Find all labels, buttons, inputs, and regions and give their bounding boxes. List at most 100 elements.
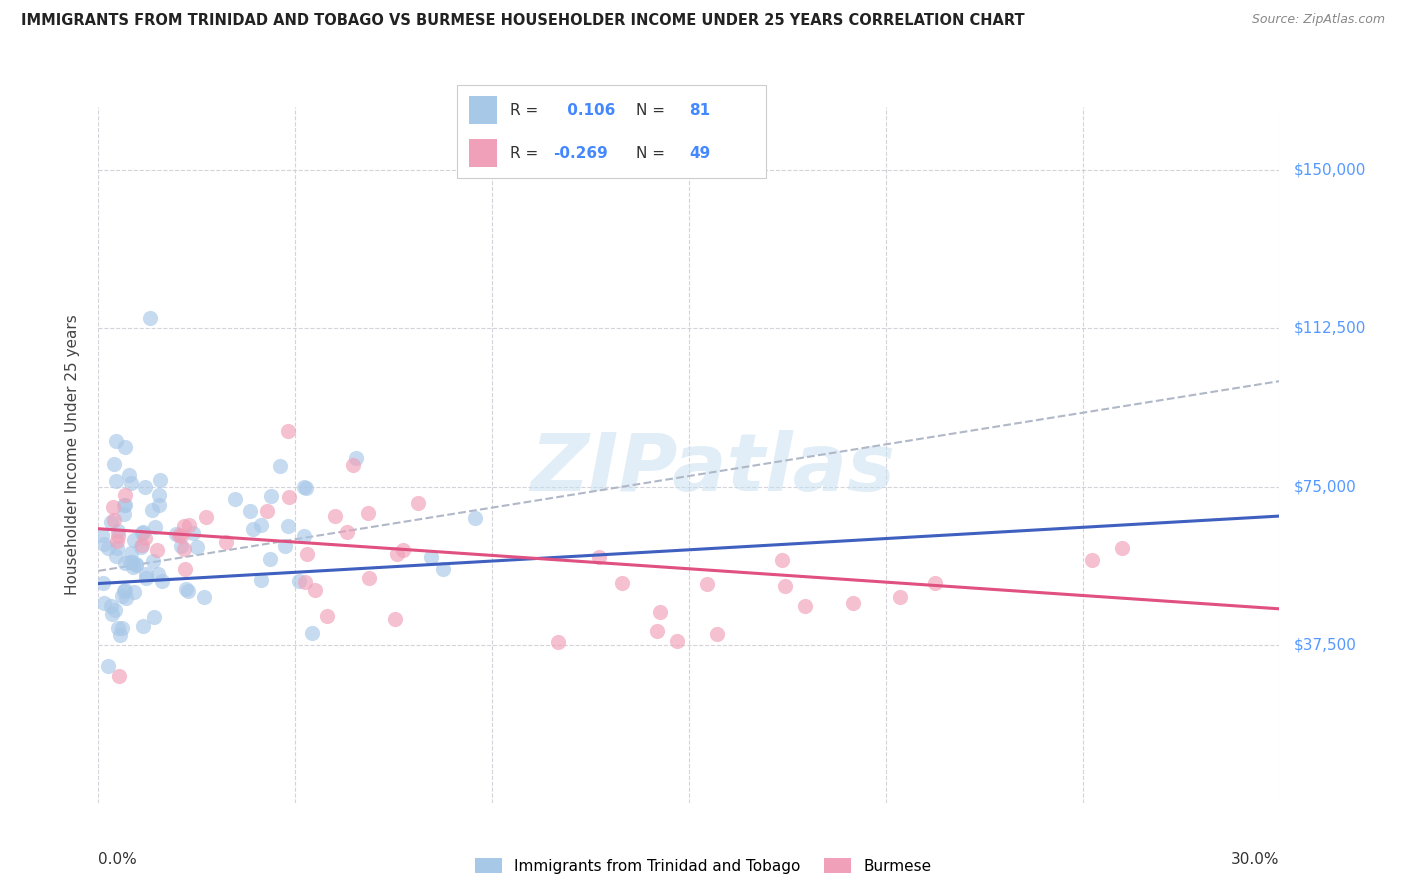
- Point: [100, 515, 122, 529]
- Point: [1081, 553, 1104, 567]
- Point: [250, 518, 273, 533]
- Point: [294, 574, 316, 589]
- Point: [392, 542, 415, 557]
- Point: [108, 628, 131, 642]
- Point: [120, 475, 142, 490]
- Point: [104, 603, 127, 617]
- Point: [122, 560, 145, 574]
- Bar: [470, 96, 498, 124]
- Text: $37,500: $37,500: [1294, 637, 1357, 652]
- Point: [173, 518, 195, 533]
- Point: [287, 574, 309, 588]
- Point: [129, 540, 152, 554]
- Point: [588, 550, 610, 565]
- Point: [142, 554, 165, 568]
- Point: [120, 546, 142, 560]
- Point: [794, 599, 817, 613]
- Text: N =: N =: [637, 145, 671, 161]
- Point: [770, 553, 793, 567]
- Point: [650, 605, 672, 619]
- Point: [612, 576, 634, 591]
- Point: [112, 508, 135, 522]
- Point: [323, 508, 346, 523]
- Point: [141, 503, 163, 517]
- Point: [173, 561, 195, 575]
- Point: [177, 517, 200, 532]
- Point: [170, 529, 193, 543]
- Text: $75,000: $75,000: [1294, 479, 1357, 494]
- Text: 49: 49: [689, 145, 710, 161]
- Point: [121, 555, 143, 569]
- Point: [93, 596, 115, 610]
- Point: [103, 457, 125, 471]
- Point: [107, 524, 129, 538]
- Point: [107, 529, 129, 543]
- Point: [97, 541, 120, 556]
- Text: R =: R =: [509, 145, 537, 161]
- Point: [112, 583, 135, 598]
- Point: [122, 533, 145, 547]
- Point: [114, 488, 136, 502]
- Point: [357, 506, 380, 520]
- Point: [167, 527, 190, 541]
- Text: -0.269: -0.269: [553, 145, 607, 161]
- Point: [274, 539, 297, 553]
- Point: [215, 535, 238, 549]
- Point: [666, 633, 689, 648]
- Point: [148, 488, 170, 502]
- Point: [924, 576, 946, 591]
- Point: [131, 526, 153, 541]
- Point: [336, 524, 359, 539]
- Point: [134, 531, 156, 545]
- Point: [464, 511, 486, 525]
- Point: [432, 562, 454, 576]
- Point: [645, 624, 668, 639]
- Point: [114, 498, 136, 512]
- Point: [889, 590, 911, 604]
- Point: [114, 440, 136, 454]
- Point: [96, 659, 118, 673]
- Text: 0.0%: 0.0%: [98, 852, 138, 866]
- Point: [91, 527, 114, 541]
- Point: [183, 526, 205, 541]
- Point: [118, 468, 141, 483]
- Point: [111, 621, 134, 635]
- Point: [408, 495, 430, 509]
- Point: [143, 520, 166, 534]
- Point: [344, 451, 367, 466]
- Point: [103, 500, 125, 514]
- Point: [100, 599, 122, 614]
- Point: [292, 529, 315, 543]
- Point: [357, 571, 380, 585]
- Point: [256, 504, 278, 518]
- Point: [696, 576, 718, 591]
- Point: [165, 527, 187, 541]
- Point: [101, 607, 124, 622]
- Point: [170, 539, 193, 553]
- Point: [177, 584, 200, 599]
- Point: [316, 609, 339, 624]
- Point: [174, 582, 197, 596]
- Point: [304, 583, 326, 598]
- Point: [420, 549, 443, 564]
- Point: [104, 434, 127, 448]
- Text: 81: 81: [689, 103, 710, 118]
- Point: [1111, 541, 1133, 555]
- Point: [118, 555, 141, 569]
- Point: [108, 669, 131, 683]
- Point: [277, 490, 299, 504]
- Text: ZIPatlas: ZIPatlas: [530, 430, 896, 508]
- Text: Source: ZipAtlas.com: Source: ZipAtlas.com: [1251, 13, 1385, 27]
- Point: [706, 627, 728, 641]
- Point: [387, 547, 409, 561]
- Point: [186, 540, 208, 554]
- Point: [112, 498, 135, 512]
- Bar: [470, 139, 498, 167]
- Point: [122, 585, 145, 599]
- Point: [132, 525, 155, 540]
- Text: $150,000: $150,000: [1294, 163, 1365, 178]
- Point: [342, 458, 364, 472]
- Text: $112,500: $112,500: [1294, 321, 1365, 336]
- Point: [132, 619, 155, 633]
- Point: [143, 609, 166, 624]
